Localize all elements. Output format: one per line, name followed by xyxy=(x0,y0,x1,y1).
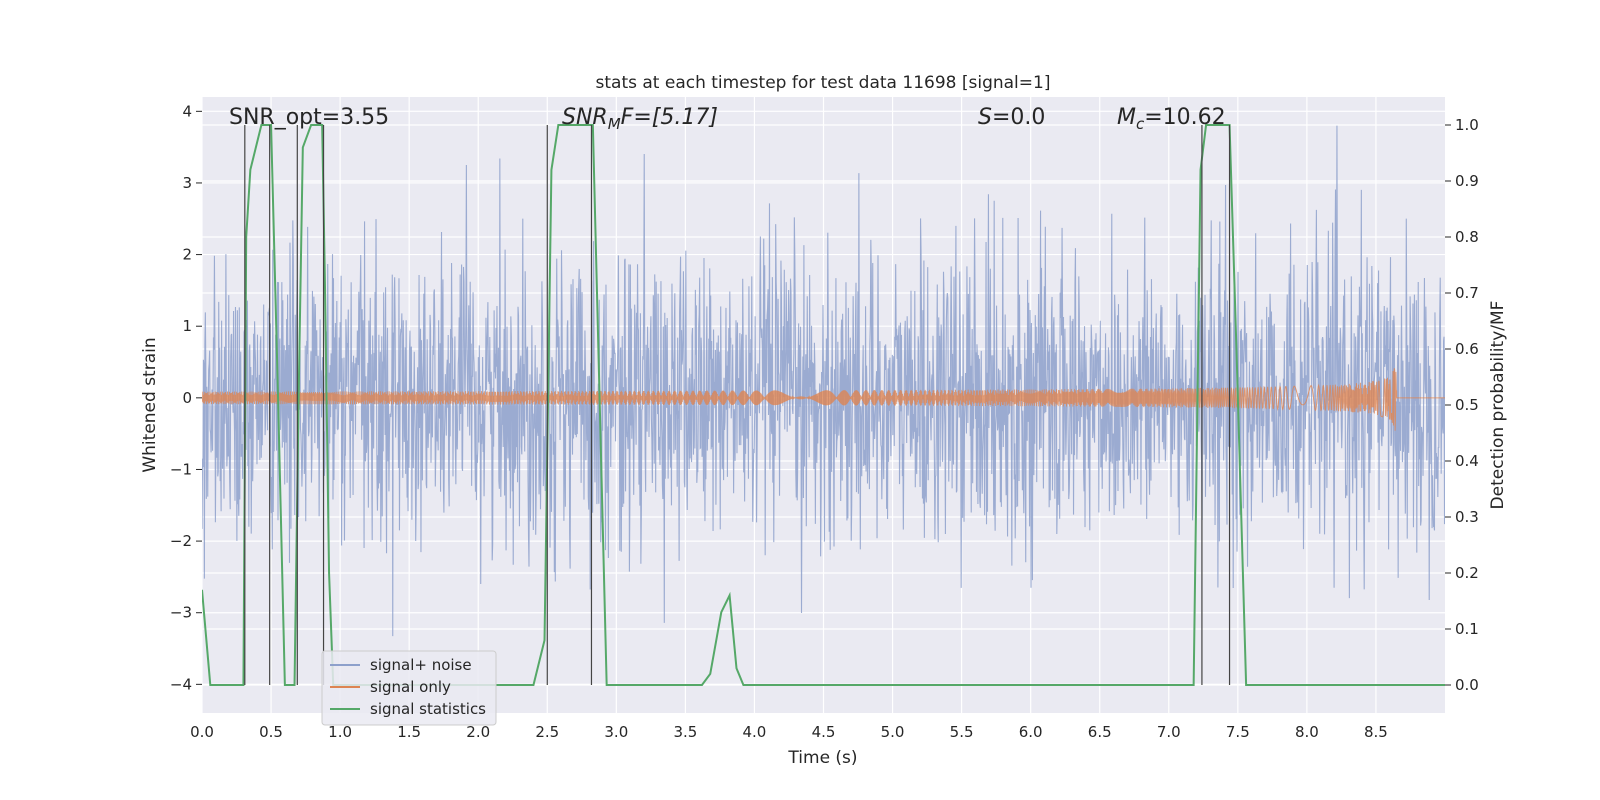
y-right-tick-label: 0.6 xyxy=(1455,340,1479,358)
legend: signal+ noise signal only signal statist… xyxy=(321,650,497,726)
x-tick-label: 8.5 xyxy=(1364,723,1388,741)
signal-noise-series xyxy=(202,125,1445,637)
snr-mf-base: SNR xyxy=(562,105,608,130)
y-right-tick-label: 0.9 xyxy=(1455,172,1479,190)
y-right-tick-label: 0.2 xyxy=(1455,564,1479,582)
s-base: S xyxy=(978,105,992,130)
snr-mf-annotation: SNRMF=[5.17] xyxy=(562,105,718,133)
vertical-markers xyxy=(244,125,1231,685)
y-left-tick-label: 3 xyxy=(182,174,192,192)
legend-label-signal-only: signal only xyxy=(370,678,451,696)
x-tick-label: 3.0 xyxy=(604,723,628,741)
chart-title: stats at each timestep for test data 116… xyxy=(596,73,1051,93)
y-left-tick-label: 2 xyxy=(182,246,192,264)
y-left-axis-ticks: −4 −3 −2 −1 0 1 2 3 4 xyxy=(170,102,202,693)
x-tick-label: 0.5 xyxy=(259,723,283,741)
y-left-tick-label: 4 xyxy=(182,102,192,120)
y-left-axis-label: Whitened strain xyxy=(140,337,160,472)
mc-rest: =10.62 xyxy=(1144,105,1225,130)
mc-annotation: Mc=10.62 xyxy=(1117,105,1226,133)
y-left-tick-label: 0 xyxy=(182,389,192,407)
y-left-tick-label: 1 xyxy=(182,317,192,335)
y-right-tick-label: 0.8 xyxy=(1455,228,1479,246)
x-tick-label: 3.5 xyxy=(673,723,697,741)
legend-box xyxy=(321,650,497,726)
x-tick-label: 8.0 xyxy=(1295,723,1319,741)
y-right-tick-label: 0.0 xyxy=(1455,676,1479,694)
x-axis-label: Time (s) xyxy=(787,748,857,768)
y-right-tick-label: 1.0 xyxy=(1455,116,1479,134)
y-right-axis-ticks: 0.0 0.1 0.2 0.3 0.4 0.5 0.6 0.7 0.8 0.9 1.0 xyxy=(1445,116,1479,694)
snr-mf-sub: M xyxy=(608,115,621,133)
y-right-tick-label: 0.5 xyxy=(1455,396,1479,414)
x-tick-label: 6.5 xyxy=(1088,723,1112,741)
x-tick-label: 6.0 xyxy=(1019,723,1043,741)
x-tick-label: 5.0 xyxy=(881,723,905,741)
x-tick-label: 1.5 xyxy=(397,723,421,741)
signal-noise-line xyxy=(202,125,1445,637)
x-axis-ticks: 0.0 0.5 1.0 1.5 2.0 2.5 3.0 3.5 4.0 4.5 5.0 5.5 6.0 6… xyxy=(190,723,1388,741)
x-tick-label: 2.5 xyxy=(535,723,559,741)
x-tick-label: 4.0 xyxy=(743,723,767,741)
y-left-tick-label: −2 xyxy=(170,532,192,550)
mc-base: M xyxy=(1117,105,1136,130)
y-right-tick-label: 0.4 xyxy=(1455,452,1479,470)
snr-opt-annotation: SNR_opt=3.55 xyxy=(229,105,389,130)
y-left-tick-label: −1 xyxy=(170,460,192,478)
y-right-tick-label: 0.1 xyxy=(1455,620,1479,638)
y-left-tick-label: −4 xyxy=(170,675,192,693)
y-right-tick-label: 0.3 xyxy=(1455,508,1479,526)
mc-sub: c xyxy=(1136,115,1145,133)
snr-mf-rest: F=[5.17] xyxy=(621,105,718,130)
legend-label-signal-statistics: signal statistics xyxy=(370,700,486,718)
x-tick-label: 7.5 xyxy=(1226,723,1250,741)
y-right-tick-label: 0.7 xyxy=(1455,284,1479,302)
x-tick-label: 5.5 xyxy=(950,723,974,741)
x-tick-label: 2.0 xyxy=(466,723,490,741)
y-right-axis-label: Detection probability/MF xyxy=(1488,301,1508,510)
x-tick-label: 7.0 xyxy=(1157,723,1181,741)
y-left-tick-label: −3 xyxy=(170,604,192,622)
x-tick-label: 0.0 xyxy=(190,723,214,741)
x-tick-label: 4.5 xyxy=(812,723,836,741)
legend-label-signal-noise: signal+ noise xyxy=(370,656,472,674)
s-annotation: S=0.0 xyxy=(978,105,1045,130)
x-tick-label: 1.0 xyxy=(328,723,352,741)
s-rest: =0.0 xyxy=(992,105,1045,130)
